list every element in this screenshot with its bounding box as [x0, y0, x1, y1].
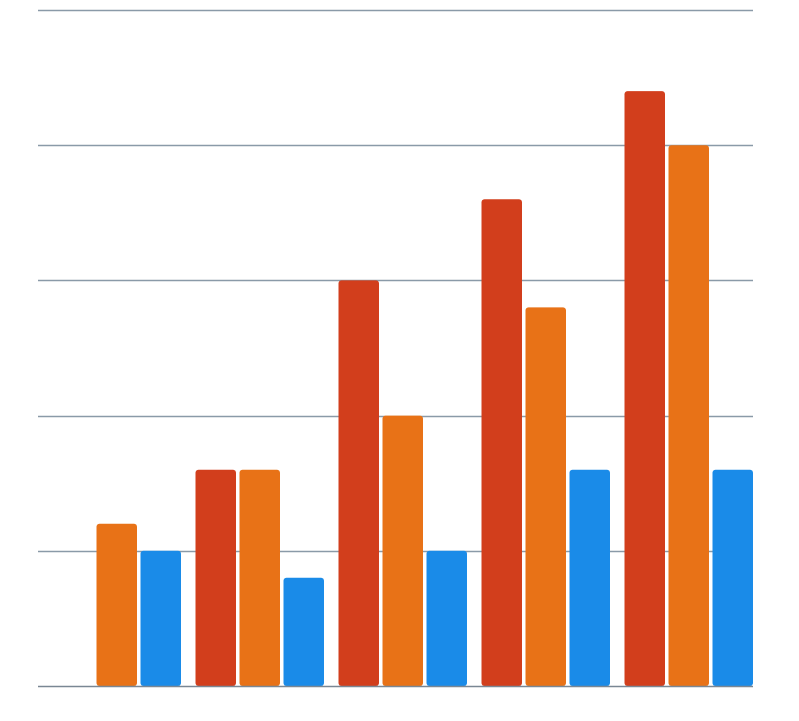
bar-series-2-category-2[interactable]	[426, 550, 468, 686]
bar-series-1-category-4[interactable]	[668, 145, 710, 686]
bar-series-0-category-1[interactable]	[195, 469, 237, 686]
bar-series-2-category-3[interactable]	[569, 469, 611, 686]
bar-series-0-category-2[interactable]	[338, 280, 380, 686]
bar-series-1-category-0[interactable]	[96, 523, 138, 686]
bar-series-2-category-4[interactable]	[712, 469, 754, 686]
bar-series-1-category-1[interactable]	[239, 469, 281, 686]
bar-series-1-category-3[interactable]	[525, 307, 567, 686]
bar-series-0-category-4[interactable]	[624, 91, 666, 687]
bar-series-2-category-0[interactable]	[140, 550, 182, 686]
bar-series-0-category-3[interactable]	[481, 199, 523, 687]
bar-series-2-category-1[interactable]	[283, 577, 325, 686]
bars	[96, 91, 754, 687]
bar-series-1-category-2[interactable]	[382, 415, 424, 686]
